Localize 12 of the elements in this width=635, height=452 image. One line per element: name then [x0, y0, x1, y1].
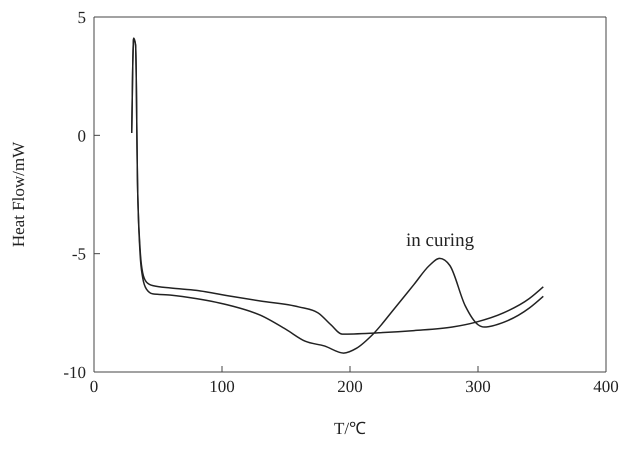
x-tick-label: 100	[209, 377, 235, 396]
x-tick-label: 200	[337, 377, 363, 396]
y-tick-label: -10	[63, 363, 86, 382]
x-tick-label: 400	[593, 377, 619, 396]
y-tick-label: 5	[78, 8, 86, 28]
x-axis-title: T/℃	[334, 419, 366, 438]
annotation: in curing	[406, 230, 474, 252]
x-tick-label: 300	[465, 377, 491, 396]
y-tick-label: 0	[78, 126, 86, 146]
x-tick-label: 0	[90, 377, 98, 396]
y-axis-title: Heat Flow/mW	[9, 140, 28, 248]
y-tick-label: -5	[72, 244, 86, 264]
